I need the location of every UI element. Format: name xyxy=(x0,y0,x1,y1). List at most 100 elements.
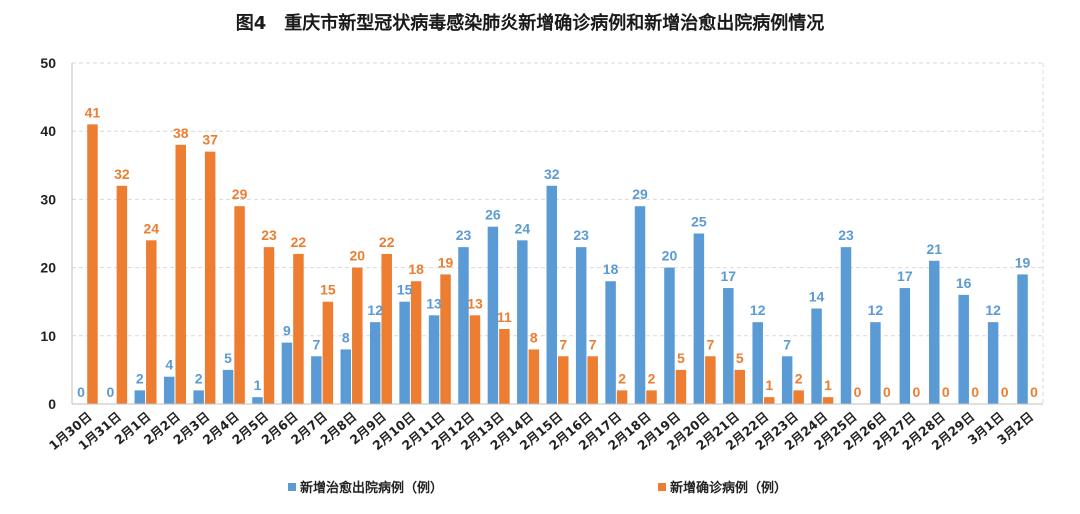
data-label: 12 xyxy=(868,302,884,318)
y-tick-label: 40 xyxy=(40,123,56,139)
bar xyxy=(146,240,157,404)
data-label: 25 xyxy=(691,214,707,230)
data-label: 22 xyxy=(291,234,307,250)
legend-swatch xyxy=(658,483,666,491)
gridlines xyxy=(72,62,1044,404)
data-label: 11 xyxy=(497,309,512,325)
legend-swatch xyxy=(288,483,296,491)
bar xyxy=(587,356,598,404)
legend: 新增治愈出院病例（例） 新增确诊病例（例） xyxy=(288,480,787,496)
bar xyxy=(664,267,675,404)
bar xyxy=(222,369,234,404)
bar xyxy=(840,247,852,404)
bar xyxy=(263,247,275,404)
data-label: 7 xyxy=(559,336,567,352)
data-label: 2 xyxy=(648,370,656,386)
data-label: 14 xyxy=(809,289,825,305)
data-label: 29 xyxy=(632,186,648,202)
data-label: 2 xyxy=(795,370,803,386)
bar xyxy=(752,322,763,404)
data-label: 7 xyxy=(783,336,791,352)
data-label: 23 xyxy=(456,227,472,243)
y-axis: 0 10 20 30 40 50 xyxy=(40,55,73,412)
bar xyxy=(499,328,510,404)
data-label: 7 xyxy=(589,336,597,352)
bar xyxy=(793,390,804,404)
bar xyxy=(410,281,422,404)
data-label: 12 xyxy=(367,302,383,318)
bar xyxy=(352,267,363,404)
data-label: 20 xyxy=(662,248,678,264)
bar xyxy=(546,185,557,404)
y-tick-label: 0 xyxy=(48,396,56,412)
bar xyxy=(616,390,628,404)
bar xyxy=(234,206,245,404)
data-label: 37 xyxy=(202,132,218,148)
bar xyxy=(899,288,911,404)
bar xyxy=(487,226,499,404)
bar xyxy=(369,322,381,404)
data-label: 5 xyxy=(736,350,744,366)
bar xyxy=(163,376,175,404)
bar xyxy=(322,301,334,404)
bar xyxy=(399,301,410,404)
bar xyxy=(693,233,705,404)
bar xyxy=(705,356,716,404)
data-label: 9 xyxy=(283,323,291,339)
bar xyxy=(822,397,834,404)
bar xyxy=(558,356,569,404)
bar xyxy=(293,253,304,404)
data-label: 13 xyxy=(467,295,483,311)
bar xyxy=(458,247,469,404)
data-label: 0 xyxy=(854,384,862,400)
bar xyxy=(281,342,293,404)
bar xyxy=(175,144,186,404)
bar xyxy=(605,281,616,404)
y-tick-label: 20 xyxy=(40,260,56,276)
data-label: 0 xyxy=(912,384,920,400)
data-label: 16 xyxy=(956,275,972,291)
data-label: 0 xyxy=(77,384,85,400)
legend-label: 新增确诊病例（例） xyxy=(670,480,787,496)
data-label: 0 xyxy=(106,384,114,400)
x-axis: 1月30日1月31日2月1日2月2日2月3日2月4日2月5日2月6日2月7日2月… xyxy=(46,403,1043,453)
y-tick-label: 10 xyxy=(40,328,56,344)
data-label: 19 xyxy=(1015,254,1031,270)
data-label: 0 xyxy=(1001,384,1009,400)
data-label: 2 xyxy=(618,370,626,386)
y-tick-label: 50 xyxy=(40,55,56,71)
bar xyxy=(381,253,392,404)
data-label: 32 xyxy=(114,166,130,182)
data-label: 24 xyxy=(515,220,531,236)
data-label: 38 xyxy=(173,125,189,141)
data-label: 18 xyxy=(603,261,619,277)
data-label: 2 xyxy=(136,370,144,386)
data-label: 0 xyxy=(942,384,950,400)
chart-title: 图4 重庆市新型冠状病毒感染肺炎新增确诊病例和新增治愈出院病例情况 xyxy=(236,12,825,34)
data-label: 29 xyxy=(232,186,248,202)
data-label: 17 xyxy=(897,268,913,284)
bar xyxy=(575,247,587,404)
data-label: 18 xyxy=(408,261,424,277)
data-label: 21 xyxy=(926,241,942,257)
bar xyxy=(781,356,793,404)
bar xyxy=(340,349,352,404)
bar xyxy=(116,185,128,404)
data-label: 0 xyxy=(883,384,891,400)
data-label: 1 xyxy=(254,377,262,393)
data-label: 12 xyxy=(985,302,1001,318)
bar xyxy=(987,322,999,404)
data-label: 17 xyxy=(721,268,737,284)
data-label: 7 xyxy=(312,336,320,352)
bar xyxy=(723,288,734,404)
bar xyxy=(87,124,98,404)
bars xyxy=(87,124,1028,404)
data-label: 23 xyxy=(838,227,854,243)
bar xyxy=(469,315,481,404)
bar xyxy=(517,240,528,404)
data-label: 1 xyxy=(824,377,832,393)
data-label: 0 xyxy=(1030,384,1038,400)
data-label: 1 xyxy=(765,377,773,393)
data-label: 15 xyxy=(397,282,413,298)
bar xyxy=(646,390,657,404)
